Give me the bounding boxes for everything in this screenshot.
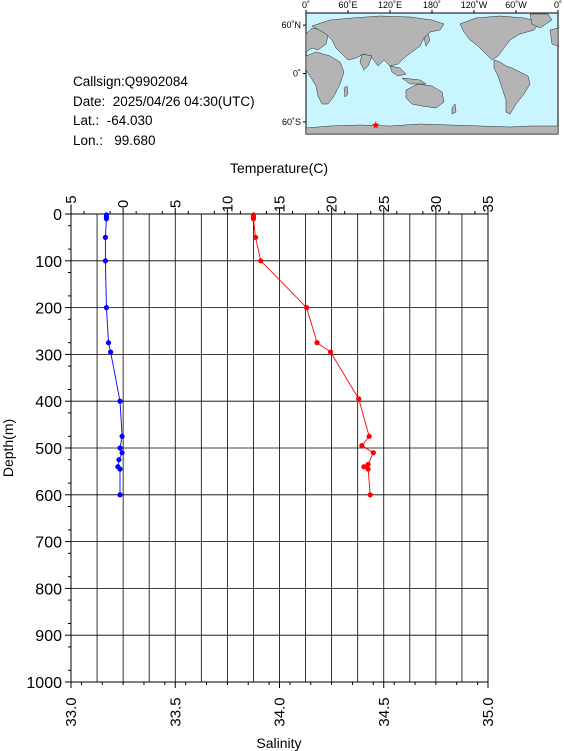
- latitude-text: Lat.: -64.030: [73, 113, 153, 129]
- temperature-point: [367, 492, 373, 498]
- salinity-point: [117, 492, 123, 498]
- temperature-tick-label: 15: [272, 196, 289, 213]
- depth-tick-label: 700: [35, 535, 62, 552]
- temperature-point: [250, 216, 257, 222]
- salinity-point: [119, 433, 125, 439]
- temperature-point: [365, 461, 371, 467]
- temperature-point: [361, 464, 367, 470]
- depth-tick-label: 400: [35, 394, 62, 411]
- profile-series: [102, 212, 376, 498]
- salinity-point: [108, 349, 114, 355]
- temperature-line: [252, 214, 374, 495]
- map-lon-label: 120˚W: [461, 0, 488, 10]
- salinity-point: [102, 234, 109, 240]
- temperature-point: [252, 234, 259, 240]
- temperature-tick-label: 0: [115, 200, 132, 208]
- map-lat-label: 0˚: [293, 69, 301, 79]
- depth-tick-label: 900: [35, 628, 62, 645]
- salinity-line: [104, 214, 123, 495]
- map-tick-marks: [303, 10, 559, 123]
- salinity-axis-label: Salinity: [256, 735, 301, 751]
- salinity-point: [102, 258, 109, 264]
- temperature-tick-label: 5: [167, 200, 184, 208]
- map-landmasses: [305, 13, 559, 135]
- depth-tick-label: 200: [35, 301, 62, 318]
- map-lon-label: 120˚E: [378, 0, 402, 10]
- temperature-tick-label: 10: [219, 196, 236, 213]
- temperature-point: [258, 258, 264, 264]
- map-latitude-labels: 60˚N 0˚ 60˚S: [281, 20, 301, 127]
- salinity-point: [117, 445, 123, 451]
- callsign-text: Callsign:Q9902084: [73, 74, 188, 89]
- location-map: 0˚ 60˚E 120˚E 180˚ 120˚W 60˚W 0˚ 60˚N0˚60˚S: [281, 0, 562, 135]
- salinity-profile: [102, 212, 125, 498]
- map-lon-label: 0˚: [302, 0, 310, 10]
- temperature-point: [365, 466, 371, 472]
- salinity-point: [117, 398, 123, 404]
- longitude-text: Lon.: 99.680: [73, 132, 156, 148]
- map-lon-label: 0˚: [554, 0, 562, 10]
- temperature-point: [314, 340, 320, 346]
- temperature-point: [366, 433, 372, 439]
- temperature-tick-label: 25: [376, 196, 393, 213]
- depth-tick-label: 600: [35, 488, 62, 505]
- salinity-point: [105, 340, 112, 346]
- salinity-axis: 33.0 33.5 34.0 34.5 35.0: [63, 682, 497, 727]
- salinity-tick-label: 34.0: [272, 697, 289, 726]
- temperature-tick-label: 30: [428, 196, 445, 213]
- depth-tick-label: 500: [35, 441, 62, 458]
- salinity-point: [103, 305, 110, 311]
- temperature-point: [370, 450, 376, 456]
- salinity-tick-label: 35.0: [480, 697, 497, 726]
- map-lon-label: 60˚W: [505, 0, 527, 10]
- float-position-marker: [371, 121, 380, 129]
- salinity-tick-label: 33.0: [63, 697, 80, 726]
- temperature-point: [327, 349, 334, 355]
- map-lat-label: 60˚S: [282, 117, 301, 127]
- temperature-axis: −5 0 5 10 15 20 25 30 35: [63, 195, 497, 214]
- salinity-point: [103, 216, 110, 222]
- depth-axis-label: Depth(m): [0, 419, 16, 477]
- depth-axis: 0 100 200 300 400 500 600 700 800 900 1000: [26, 207, 71, 692]
- chart-grid: [71, 214, 488, 682]
- depth-tick-label: 100: [35, 254, 62, 271]
- depth-tick-label: 1000: [26, 675, 62, 692]
- salinity-tick-label: 34.5: [376, 697, 393, 726]
- salinity-point: [119, 450, 125, 456]
- salinity-point: [117, 466, 123, 472]
- depth-tick-label: 300: [35, 347, 62, 364]
- depth-tick-label: 800: [35, 581, 62, 598]
- temperature-tick-label: 20: [324, 196, 341, 213]
- map-lon-label: 60˚E: [338, 0, 357, 10]
- map-longitude-labels: 0˚ 60˚E 120˚E 180˚ 120˚W 60˚W 0˚: [302, 0, 562, 10]
- temperature-axis-label: Temperature(C): [230, 160, 328, 176]
- temperature-profile: [250, 212, 376, 498]
- float-info: Callsign:Q9902084 Date: 2025/04/26 04:30…: [73, 72, 255, 150]
- depth-tick-label: 0: [53, 207, 62, 224]
- salinity-point: [116, 457, 122, 463]
- temperature-point: [304, 305, 310, 311]
- temperature-tick-label: 35: [480, 196, 497, 213]
- map-lat-label: 60˚N: [281, 20, 301, 30]
- temperature-point: [359, 443, 365, 449]
- salinity-tick-label: 33.5: [167, 697, 184, 726]
- map-lon-label: 180˚: [423, 0, 441, 10]
- date-text: Date: 2025/04/26 04:30(UTC): [73, 93, 255, 109]
- temperature-point: [356, 396, 362, 402]
- temperature-tick-label: −5: [63, 195, 80, 212]
